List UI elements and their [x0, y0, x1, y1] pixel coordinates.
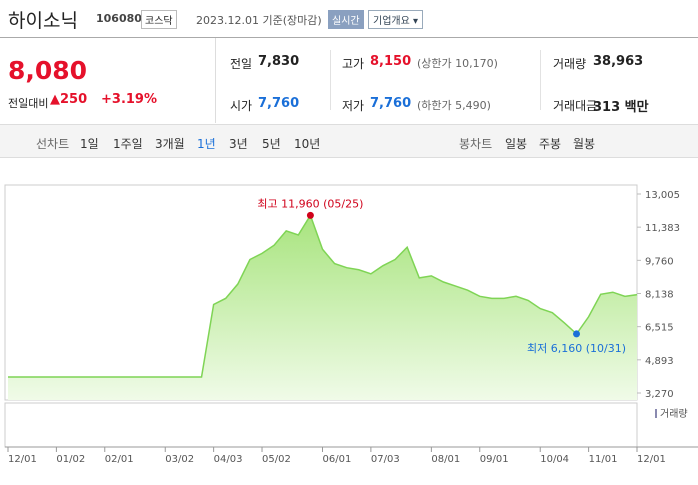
stat-label: 시가 [230, 99, 253, 113]
realtime-badge: 실시간 [328, 10, 364, 29]
divider [540, 50, 541, 110]
summary-box [0, 37, 698, 125]
stock-code: 106080 [96, 12, 142, 25]
y-tick-label: 3,270 [645, 389, 674, 400]
candle-tab[interactable]: 월봉 [573, 137, 596, 151]
candle-tab[interactable]: 일봉 [505, 137, 528, 151]
x-tick-label: 02/01 [105, 454, 134, 465]
market-badge: 코스닥 [141, 10, 177, 29]
candle-tab[interactable]: 주봉 [539, 137, 562, 151]
menu-label: 기업개요 [373, 16, 410, 27]
stat-label: 거래대금 [553, 99, 598, 113]
period-tab[interactable]: 1년 [197, 137, 216, 151]
stat-value: 313 백만 [593, 100, 649, 115]
stat-label: 전일 [230, 57, 253, 71]
stock-name: 하이소닉 [8, 10, 78, 32]
x-tick-label: 05/02 [262, 454, 291, 465]
price-line [8, 213, 638, 378]
x-tick-label: 04/03 [214, 454, 243, 465]
y-tick-label: 13,005 [645, 190, 680, 201]
price: 8,080 [8, 56, 88, 85]
stat-value: 7,760 [258, 96, 300, 111]
period-tab[interactable]: 3년 [229, 137, 248, 151]
period-tab[interactable]: 1일 [80, 137, 99, 151]
x-tick-label: 03/02 [165, 454, 194, 465]
y-tick-label: 6,515 [645, 323, 674, 334]
tab-group-label: 선차트 [36, 137, 70, 151]
y-tick-label: 9,760 [645, 256, 674, 267]
volume-label: 거래량 [660, 408, 688, 420]
x-tick-label: 07/03 [371, 454, 400, 465]
period-tab[interactable]: 1주일 [113, 137, 143, 151]
divider [330, 50, 331, 110]
change: ▲250 [50, 92, 87, 107]
stat-label: 저가 [342, 99, 365, 113]
x-tick-label: 09/01 [480, 454, 509, 465]
company-menu[interactable]: 기업개요 ▾ [368, 10, 424, 29]
change-value: 250 [60, 92, 88, 107]
stat-note: (하한가 5,490) [417, 99, 491, 112]
extreme-marker [573, 330, 581, 338]
extreme-marker [306, 211, 314, 219]
annotation: 최고 11,960 (05/25) [257, 197, 363, 210]
period-tab[interactable]: 5년 [262, 137, 281, 151]
stat-value: 7,830 [258, 54, 300, 69]
stat-value: 38,963 [593, 54, 644, 69]
x-tick-label: 12/01 [637, 454, 666, 465]
tab-bar [0, 125, 698, 158]
x-tick-label: 12/01 [8, 454, 37, 465]
stat-value: 7,760 [370, 96, 412, 111]
date: 2023.12.01 기준(장마감) [196, 14, 322, 27]
volume-frame [4, 402, 638, 448]
area-fill [8, 215, 637, 400]
annotation: 최저 6,160 (10/31) [527, 342, 626, 355]
stat-value: 8,150 [370, 54, 412, 69]
period-tab[interactable]: 10년 [294, 137, 321, 151]
change-label: 전일대비 [8, 97, 49, 110]
stat-label: 고가 [342, 57, 365, 71]
tab-group-label: 봉차트 [459, 137, 493, 151]
change-pct: +3.19% [101, 92, 157, 107]
y-tick-label: 8,138 [645, 289, 674, 300]
y-tick-label: 4,893 [645, 356, 674, 367]
up-arrow: ▲ [50, 92, 60, 107]
period-tab[interactable]: 3개월 [155, 137, 185, 151]
x-tick-label: 08/01 [431, 454, 460, 465]
volume-legend-swatch [655, 409, 657, 418]
stat-note: (상한가 10,170) [417, 57, 498, 70]
divider [215, 38, 216, 123]
x-tick-label: 01/02 [56, 454, 85, 465]
x-tick-label: 10/04 [540, 454, 569, 465]
y-tick-label: 11,383 [645, 223, 680, 234]
x-tick-label: 11/01 [589, 454, 618, 465]
stat-label: 거래량 [553, 57, 587, 71]
x-tick-label: 06/01 [323, 454, 352, 465]
